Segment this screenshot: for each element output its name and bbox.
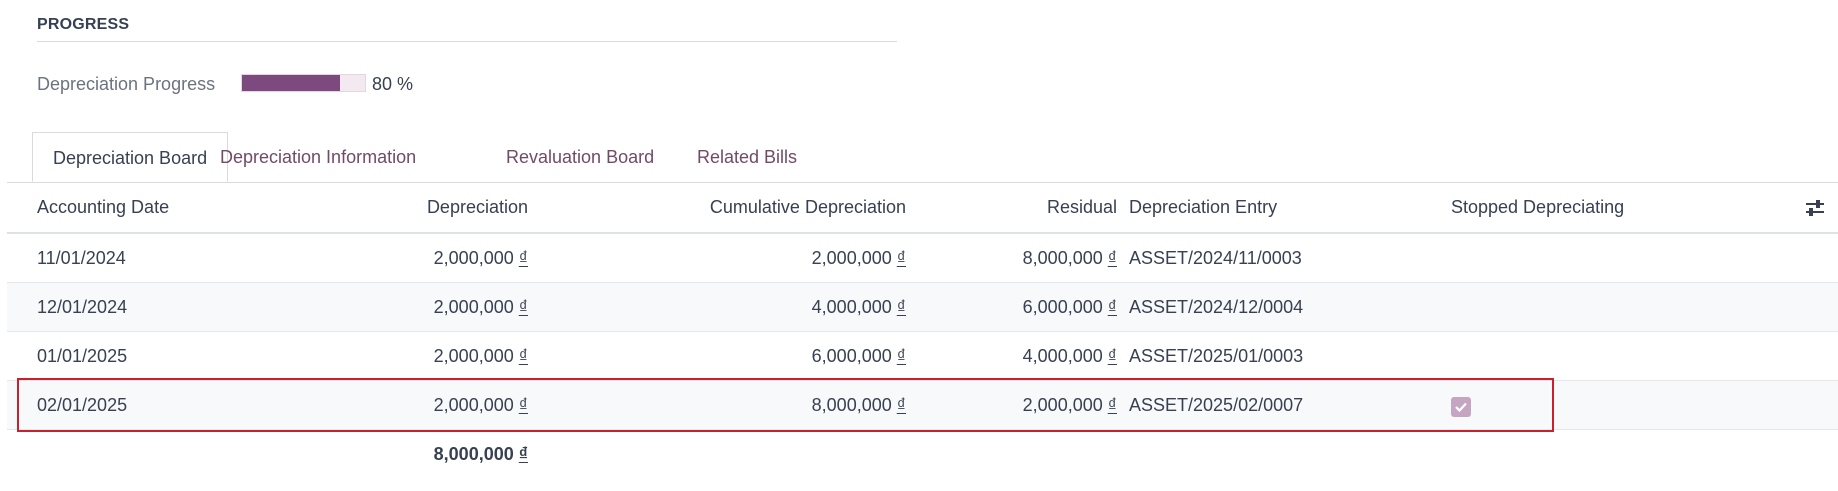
cell-cumulative-depreciation: 2,000,000 ₫ [811,247,906,268]
cell-depreciation: 2,000,000 ₫ [433,345,528,366]
depreciation-progress-label: Depreciation Progress [37,74,216,94]
cell-residual: 2,000,000 ₫ [1022,394,1117,415]
cell-residual: 6,000,000 ₫ [1022,296,1117,317]
cell-accounting-date: 01/01/2025 [37,345,128,366]
table-row[interactable]: 12/01/2024 2,000,000 ₫ 4,000,000 ₫ 6,000… [7,283,1838,332]
section-title: PROGRESS [37,16,897,42]
cell-depreciation: 2,000,000 ₫ [433,247,528,268]
sliders-icon[interactable] [1804,183,1826,232]
header-cumulative-depreciation[interactable]: Cumulative Depreciation [709,197,906,217]
header-residual[interactable]: Residual [1046,197,1117,217]
tab-related-bills[interactable]: Related Bills [697,147,798,167]
tab-depreciation-information[interactable]: Depreciation Information [220,147,417,167]
cell-accounting-date: 02/01/2025 [37,394,128,415]
header-depreciation[interactable]: Depreciation [426,197,528,217]
tab-depreciation-board[interactable]: Depreciation Board [32,132,229,182]
tab-bar: Depreciation Board Depreciation Informat… [7,132,1838,183]
cell-residual: 4,000,000 ₫ [1022,345,1117,366]
cell-depreciation-entry[interactable]: ASSET/2025/01/0003 [1129,345,1304,366]
cell-depreciation: 2,000,000 ₫ [433,394,528,415]
cell-depreciation-entry[interactable]: ASSET/2024/12/0004 [1129,296,1304,317]
cell-depreciation-entry[interactable]: ASSET/2025/02/0007 [1129,394,1304,415]
stopped-depreciating-checkbox[interactable] [1451,381,1471,429]
cell-cumulative-depreciation: 6,000,000 ₫ [811,345,906,366]
table-row[interactable]: 11/01/2024 2,000,000 ₫ 2,000,000 ₫ 8,000… [7,234,1838,283]
checkmark-icon [1451,397,1471,417]
depreciation-progress-bar [241,74,366,92]
table-row[interactable]: 02/01/2025 2,000,000 ₫ 8,000,000 ₫ 2,000… [7,381,1838,430]
cell-cumulative-depreciation: 8,000,000 ₫ [811,394,906,415]
cell-residual: 8,000,000 ₫ [1022,247,1117,268]
table-total-row: 8,000,000 ₫ [7,430,1838,479]
cell-depreciation-entry[interactable]: ASSET/2024/11/0003 [1129,247,1302,268]
table-header-row: Accounting Date Depreciation Cumulative … [7,183,1838,234]
header-depreciation-entry[interactable]: Depreciation Entry [1129,197,1278,217]
table-row[interactable]: 01/01/2025 2,000,000 ₫ 6,000,000 ₫ 4,000… [7,332,1838,381]
depreciation-progress-value: 80 % [372,74,414,94]
cell-accounting-date: 12/01/2024 [37,296,128,317]
total-depreciation: 8,000,000 ₫ [433,444,528,464]
depreciation-board-table: Accounting Date Depreciation Cumulative … [7,183,1838,479]
cell-depreciation: 2,000,000 ₫ [433,296,528,317]
header-accounting-date[interactable]: Accounting Date [37,197,170,217]
cell-cumulative-depreciation: 4,000,000 ₫ [811,296,906,317]
header-stopped-depreciating[interactable]: Stopped Depreciating [1451,197,1625,217]
tab-revaluation-board[interactable]: Revaluation Board [506,147,655,167]
depreciation-progress-fill [242,75,341,91]
cell-accounting-date: 11/01/2024 [37,247,126,268]
